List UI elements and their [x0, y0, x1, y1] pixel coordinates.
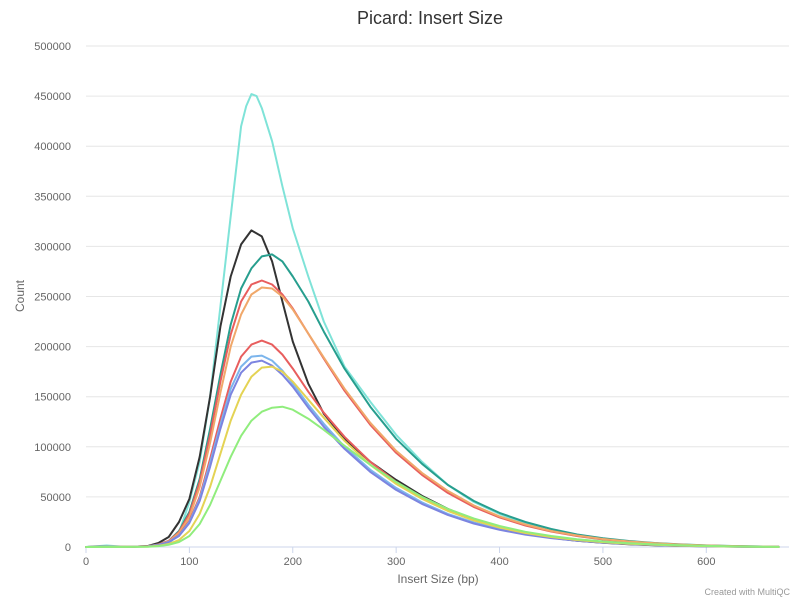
series-lines — [85, 93, 780, 548]
y-tick-label: 300000 — [34, 241, 71, 253]
y-tick-label: 200000 — [34, 342, 71, 354]
x-tick-label: 0 — [83, 556, 89, 568]
y-tick-label: 0 — [65, 542, 71, 554]
x-axis-label: Insert Size (bp) — [397, 572, 478, 586]
x-tick-label: 300 — [387, 556, 405, 568]
y-tick-label: 50000 — [40, 492, 71, 504]
y-tick-label: 450000 — [34, 91, 71, 103]
x-tick-label: 600 — [697, 556, 715, 568]
series-line-10[interactable] — [85, 405, 780, 548]
series-line-5[interactable] — [85, 286, 780, 548]
y-tick-label: 400000 — [34, 141, 71, 153]
y-axis-label: Count — [13, 279, 27, 312]
y-tick-label: 350000 — [34, 191, 71, 203]
x-tick-label: 400 — [490, 556, 508, 568]
credit-text: Created with MultiQC — [704, 587, 790, 597]
x-tick-label: 500 — [594, 556, 612, 568]
x-tick-label: 100 — [180, 556, 198, 568]
series-line-2[interactable] — [85, 229, 780, 548]
y-axis-ticks: 0 50000 100000 150000 200000 250000 300000 3500… — [34, 41, 71, 554]
y-tick-label: 100000 — [34, 442, 71, 454]
x-axis-ticks: 0 100 200 300 400 500 600 — [83, 547, 715, 568]
y-tick-label: 150000 — [34, 392, 71, 404]
chart-title: Picard: Insert Size — [357, 8, 503, 28]
gridlines — [86, 45, 789, 498]
y-tick-label: 500000 — [34, 41, 71, 53]
x-tick-label: 200 — [284, 556, 302, 568]
y-tick-label: 250000 — [34, 292, 71, 304]
